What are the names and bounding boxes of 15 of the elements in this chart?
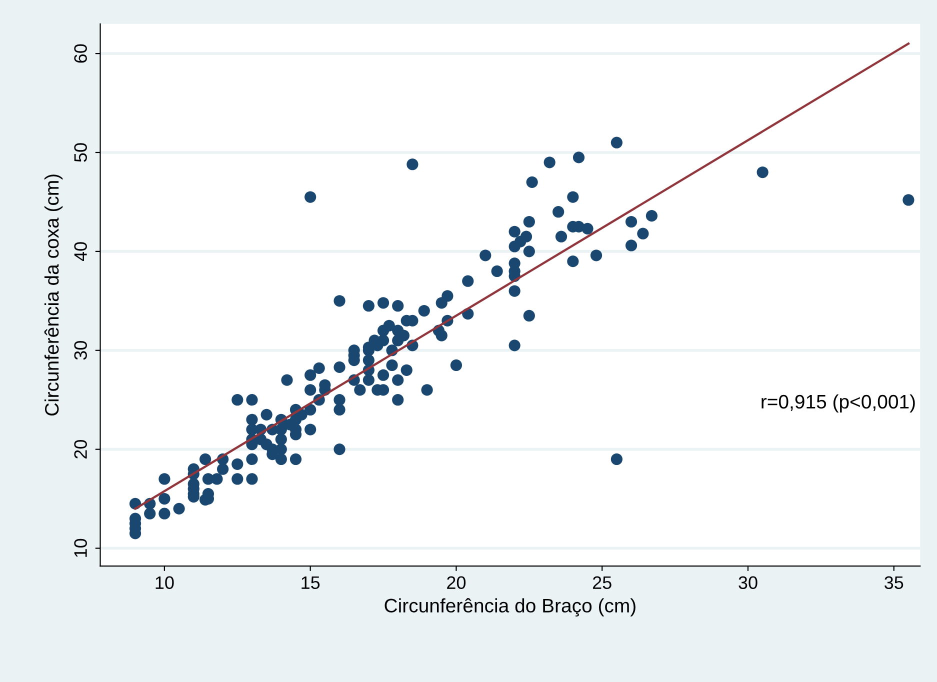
y-tick-label: 30 [74, 341, 87, 360]
y-tick-label: 40 [74, 242, 87, 262]
x-tick-label: 35 [884, 576, 904, 590]
x-tick-label: 30 [738, 576, 758, 590]
x-tick-label: 10 [156, 576, 174, 590]
y-tick-label: 50 [74, 143, 87, 162]
annotation: r=0,915 (p<0,001) [762, 394, 915, 412]
y-tick-label: 60 [74, 44, 87, 63]
x-tick-label: 25 [592, 576, 612, 590]
x-axis-title: Circunferência do Braço (cm) [384, 598, 636, 616]
y-tick-label: 20 [74, 440, 87, 458]
y-axis-title: Circunferência da coxa (cm) [44, 174, 63, 416]
y-tick-label: 10 [74, 538, 87, 557]
x-tick-label: 20 [447, 576, 466, 590]
x-tick-label: 15 [302, 576, 320, 590]
